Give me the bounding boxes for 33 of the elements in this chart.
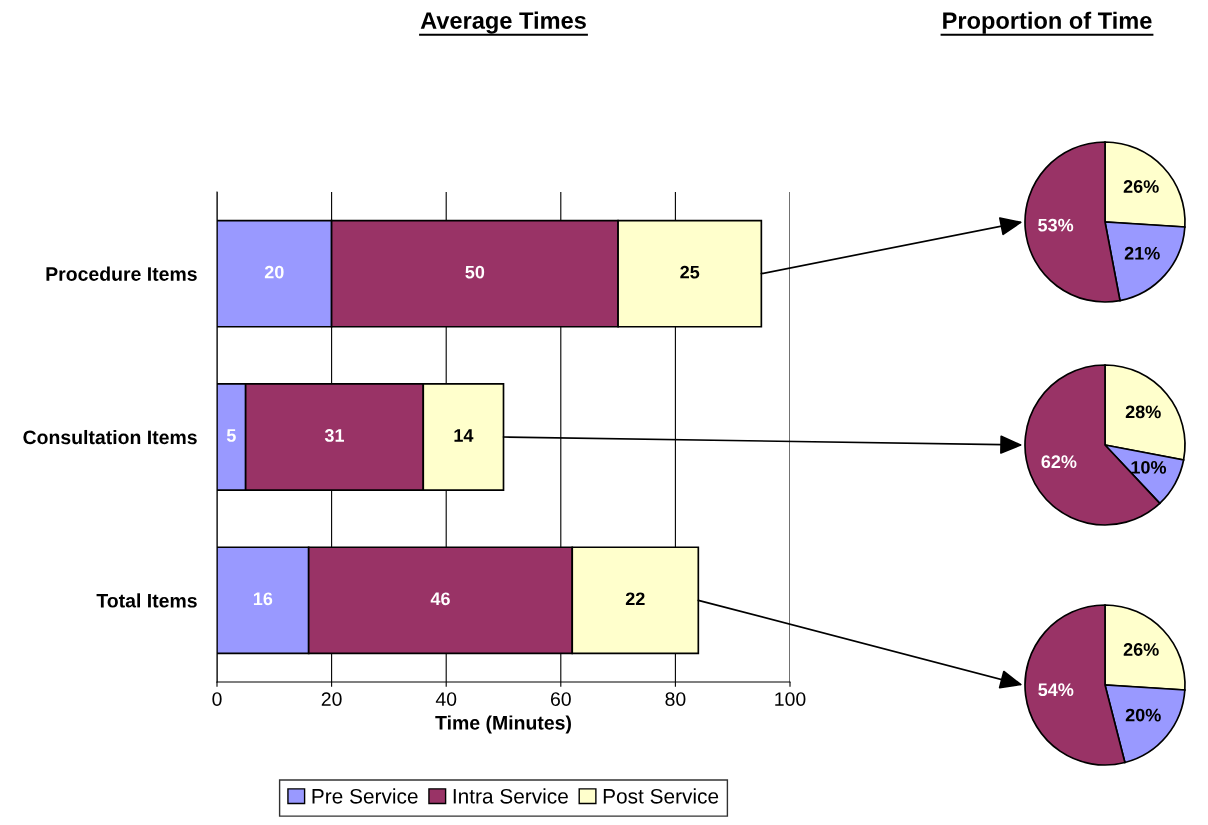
data-label: 16: [253, 592, 273, 606]
x-axis-title: Time (Minutes): [435, 715, 571, 734]
data-label: 20: [264, 265, 284, 279]
data-label: 50: [465, 265, 485, 279]
x-tick-label: 20: [321, 692, 342, 706]
chart-title: Proportion of Time: [943, 11, 1152, 34]
data-label: 10%: [1131, 460, 1167, 474]
data-label: 26%: [1123, 180, 1159, 193]
x-tick-label: 0: [212, 692, 222, 706]
y-tick-label: Consultation Items: [23, 429, 197, 445]
data-label: 14: [454, 429, 474, 442]
legend-label: Intra Service: [453, 788, 568, 804]
data-label: 5: [226, 429, 236, 442]
y-tick-label: Total Items: [96, 593, 197, 608]
legend-label: Pre Service: [312, 788, 418, 804]
data-label: 21%: [1124, 246, 1160, 260]
x-tick-label: 40: [435, 692, 457, 706]
x-tick-label: 100: [775, 692, 806, 706]
x-tick-label: 80: [665, 692, 686, 706]
data-label: 28%: [1125, 405, 1161, 419]
data-label: 46: [430, 592, 450, 606]
data-label: 25: [680, 265, 700, 279]
data-label: 26%: [1123, 643, 1159, 656]
y-tick-label: Procedure Items: [46, 266, 197, 281]
data-label: 53%: [1038, 218, 1074, 232]
chart-title: Average Times: [420, 11, 586, 34]
data-label: 22: [625, 592, 645, 605]
data-label: 20%: [1125, 708, 1161, 722]
data-label: 31: [324, 429, 344, 442]
x-tick-label: 60: [550, 692, 571, 706]
data-label: 54%: [1038, 683, 1074, 697]
data-label: 62%: [1041, 455, 1077, 469]
legend-label: Post Service: [603, 788, 719, 804]
